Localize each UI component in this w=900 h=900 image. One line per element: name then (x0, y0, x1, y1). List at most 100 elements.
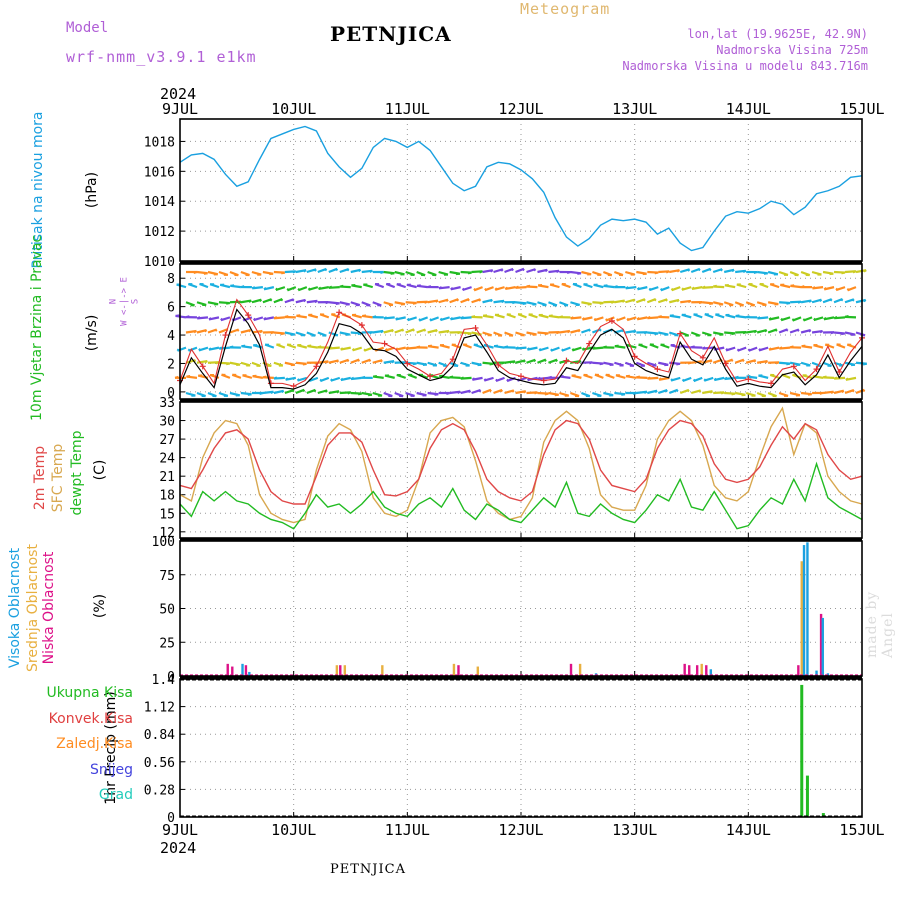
date-tick-top: 14JUL (726, 100, 771, 118)
wind-arrow-head (835, 287, 839, 291)
wind-arrow-head (833, 376, 838, 380)
wind-arrow-head (544, 269, 548, 273)
wind-arrow-head (670, 378, 674, 382)
wind-arrow-head (725, 348, 729, 352)
wind-arrow-head (467, 332, 472, 336)
wind-arrow-head (822, 375, 827, 379)
wind-arrow-head (785, 328, 789, 332)
wind-arrow-head (808, 299, 812, 303)
wind-arrow-head (862, 362, 867, 366)
wind-arrow-head (270, 331, 275, 335)
wind-arrow-head (537, 376, 541, 380)
year-label-bottom: 2024 (160, 839, 197, 857)
wind-arrow-head (273, 316, 278, 320)
wind-arrow-head (427, 285, 432, 289)
wind-arrow-head (736, 348, 740, 352)
gust-marker (631, 353, 638, 360)
wind-arrow-head (501, 300, 505, 304)
wind-arrow-head (280, 298, 284, 302)
gust-line (179, 298, 863, 387)
wind-arrow-head (544, 392, 549, 396)
wind-arrow-head (369, 269, 373, 274)
wind-arrow-head (588, 328, 591, 332)
wind-arrow-head (412, 362, 417, 366)
wind-arrow-head (734, 375, 739, 379)
wind-arrow-head (362, 314, 367, 317)
gust-marker (313, 363, 320, 370)
legend-snow: Snijeg (89, 762, 133, 778)
wind-arrow-head (534, 391, 538, 395)
wind-arrow-head (676, 362, 681, 366)
cloud-bar (381, 665, 384, 676)
wind-arrow-head (833, 316, 838, 320)
precip-bar (805, 775, 809, 817)
wind-arrow-head (351, 348, 355, 352)
y-tick-label: 0.56 (144, 756, 175, 771)
wind-arrow-head (291, 298, 295, 302)
wind-arrow-head (467, 389, 472, 394)
wind-arrow-head (325, 360, 329, 364)
wind-arrow-head (701, 346, 706, 350)
wind-arrow-head (500, 389, 503, 393)
wind-arrow-head (593, 317, 597, 321)
wind-arrow-head (208, 347, 212, 351)
gust-marker (245, 312, 252, 319)
wind-arrow-head (196, 316, 201, 320)
wind-arrow-head (515, 346, 519, 350)
wind-arrow-head (296, 378, 300, 382)
wind-arrow-head (251, 286, 256, 290)
wind-arrow-head (862, 389, 866, 393)
wind-arrow-head (774, 328, 778, 332)
wind-arrow-head (380, 330, 384, 334)
wind-arrow-head (369, 331, 374, 335)
temp-2m-line (179, 419, 863, 505)
wind-arrow-head (511, 389, 515, 393)
wind-arrow-head (434, 329, 438, 333)
wind-arrow-head (489, 362, 494, 366)
wind-arrow-head (357, 392, 362, 396)
wind-arrow-head (501, 361, 505, 365)
wind-arrow-head (747, 348, 751, 352)
cloud-bar (821, 617, 824, 676)
y-tick-label: 1.4 (152, 673, 176, 688)
wind-arrow-head (401, 328, 405, 332)
y-tick-label: 0.84 (144, 728, 175, 743)
wind-arrow-head (675, 389, 679, 393)
wind-arrow-head (665, 389, 668, 393)
wind-arrow-head (756, 316, 761, 320)
wind-arrow-head (302, 389, 306, 393)
cloud-unit: (%) (92, 593, 108, 619)
wind-arrow-head (698, 301, 703, 305)
wind-arrow-head (285, 377, 289, 381)
y-tick-label: 33 (159, 396, 175, 411)
cloud-bar (688, 665, 691, 676)
wind-arrow-head (446, 330, 450, 334)
wind-arrow-head (544, 332, 549, 336)
wind-arrow-head (566, 330, 571, 334)
y-tick-label: 2 (167, 357, 175, 372)
meteogram-subtitle: Meteogram (520, 0, 611, 18)
wind-arrow-head (478, 298, 482, 302)
wind-arrow-head (215, 361, 220, 365)
cloud-bar (700, 663, 703, 676)
wind-arrow-head (647, 376, 651, 380)
cloud-bar (695, 665, 699, 676)
wind-arrow-head (605, 318, 608, 322)
wind-arrow-head (522, 390, 527, 394)
wind-arrow-head (358, 268, 362, 273)
wind-arrow-head (840, 298, 844, 302)
model-name: wrf-nmm_v3.9.1 e1km (66, 48, 257, 66)
wind-arrow-head (598, 328, 602, 332)
wind-arrow-head (778, 346, 783, 350)
wind-arrow-head (697, 268, 701, 272)
wind-arrow-head (471, 377, 476, 381)
temp-sfc-label: SFC Temp (50, 443, 66, 513)
gust-marker (722, 360, 729, 367)
cloud-bar (335, 665, 339, 676)
wind-arrow-head (753, 359, 757, 363)
wind-arrow-head (555, 359, 558, 363)
wind-arrow-head (292, 270, 297, 274)
wind-arrow-head (511, 301, 516, 305)
wind-arrow-head (863, 269, 867, 273)
wind-arrow-head (220, 317, 224, 321)
